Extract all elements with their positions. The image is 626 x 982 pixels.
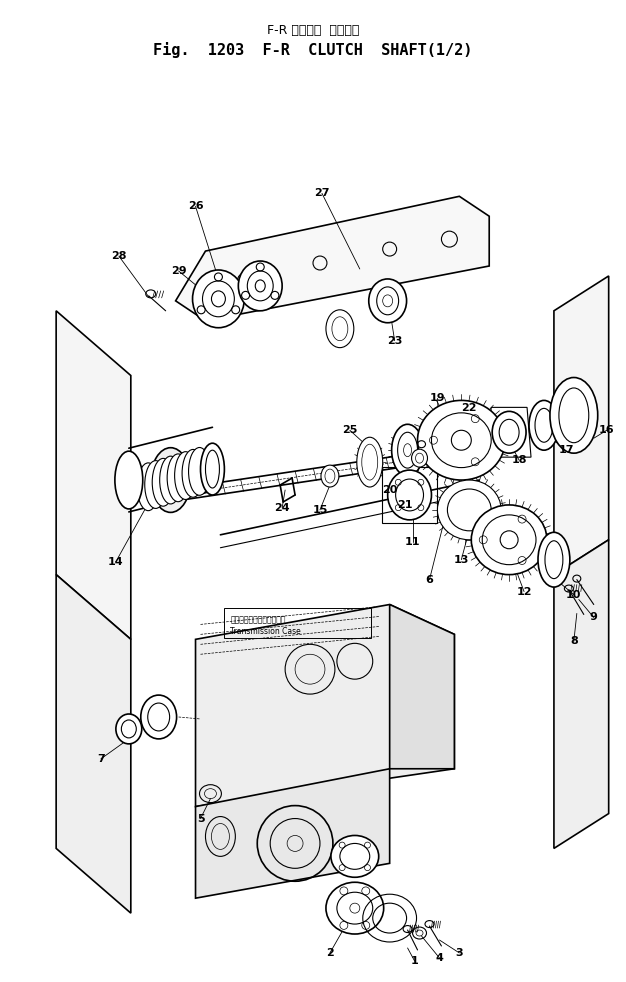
Ellipse shape (471, 505, 547, 574)
Polygon shape (554, 276, 608, 574)
Ellipse shape (326, 309, 354, 348)
Ellipse shape (116, 714, 141, 744)
Polygon shape (554, 540, 608, 848)
Text: 24: 24 (274, 503, 290, 513)
Text: 19: 19 (429, 394, 445, 404)
Polygon shape (389, 605, 454, 769)
Ellipse shape (392, 424, 424, 476)
Ellipse shape (167, 454, 189, 502)
Text: 3: 3 (456, 948, 463, 958)
Ellipse shape (115, 451, 143, 509)
Text: 1: 1 (411, 955, 418, 966)
Text: 16: 16 (599, 425, 615, 435)
Text: 9: 9 (590, 613, 598, 623)
Text: 7: 7 (97, 754, 105, 764)
Ellipse shape (141, 695, 177, 738)
Text: 17: 17 (559, 445, 575, 456)
Text: 13: 13 (454, 555, 469, 565)
Ellipse shape (438, 480, 501, 540)
Ellipse shape (188, 448, 210, 495)
Text: F-R クラッチ  シャフト: F-R クラッチ シャフト (267, 24, 359, 36)
Text: 26: 26 (188, 201, 203, 211)
Ellipse shape (369, 279, 406, 323)
Ellipse shape (387, 470, 431, 519)
Ellipse shape (200, 443, 224, 495)
Polygon shape (56, 311, 131, 639)
Text: 15: 15 (312, 505, 327, 515)
Text: 18: 18 (511, 455, 527, 465)
Text: 10: 10 (566, 589, 582, 600)
Polygon shape (176, 196, 489, 321)
Text: 5: 5 (197, 813, 204, 824)
Ellipse shape (538, 532, 570, 587)
Text: トランスミッションケース: トランスミッションケース (230, 615, 286, 624)
Polygon shape (56, 574, 131, 913)
Ellipse shape (331, 836, 379, 877)
Text: 4: 4 (436, 953, 443, 963)
Ellipse shape (160, 457, 182, 504)
Ellipse shape (175, 452, 197, 500)
Text: 20: 20 (382, 485, 398, 495)
Text: 25: 25 (342, 425, 357, 435)
Ellipse shape (182, 450, 204, 497)
Text: Transmission Case: Transmission Case (230, 627, 301, 636)
Ellipse shape (357, 437, 382, 487)
Text: 6: 6 (426, 574, 433, 584)
Ellipse shape (418, 401, 505, 480)
Text: 28: 28 (111, 251, 126, 261)
Ellipse shape (550, 377, 598, 453)
Ellipse shape (411, 449, 428, 467)
Text: Fig.  1203  F-R  CLUTCH  SHAFT(1/2): Fig. 1203 F-R CLUTCH SHAFT(1/2) (153, 42, 473, 58)
Polygon shape (195, 769, 389, 899)
Ellipse shape (239, 261, 282, 311)
Text: 14: 14 (108, 557, 124, 567)
Polygon shape (195, 605, 454, 806)
Text: 29: 29 (171, 266, 187, 276)
Text: 22: 22 (461, 404, 477, 413)
Ellipse shape (492, 411, 526, 453)
Ellipse shape (151, 448, 190, 513)
Ellipse shape (321, 465, 339, 487)
Text: 8: 8 (570, 636, 578, 646)
Ellipse shape (193, 270, 244, 328)
Text: 2: 2 (326, 948, 334, 958)
Ellipse shape (529, 401, 559, 450)
Ellipse shape (145, 461, 167, 509)
Text: 21: 21 (397, 500, 413, 510)
Text: 27: 27 (314, 189, 330, 198)
Text: 23: 23 (387, 336, 403, 346)
Text: 12: 12 (516, 586, 532, 596)
Text: 11: 11 (405, 537, 420, 547)
Ellipse shape (137, 463, 159, 511)
Ellipse shape (326, 882, 384, 934)
Ellipse shape (152, 459, 174, 506)
